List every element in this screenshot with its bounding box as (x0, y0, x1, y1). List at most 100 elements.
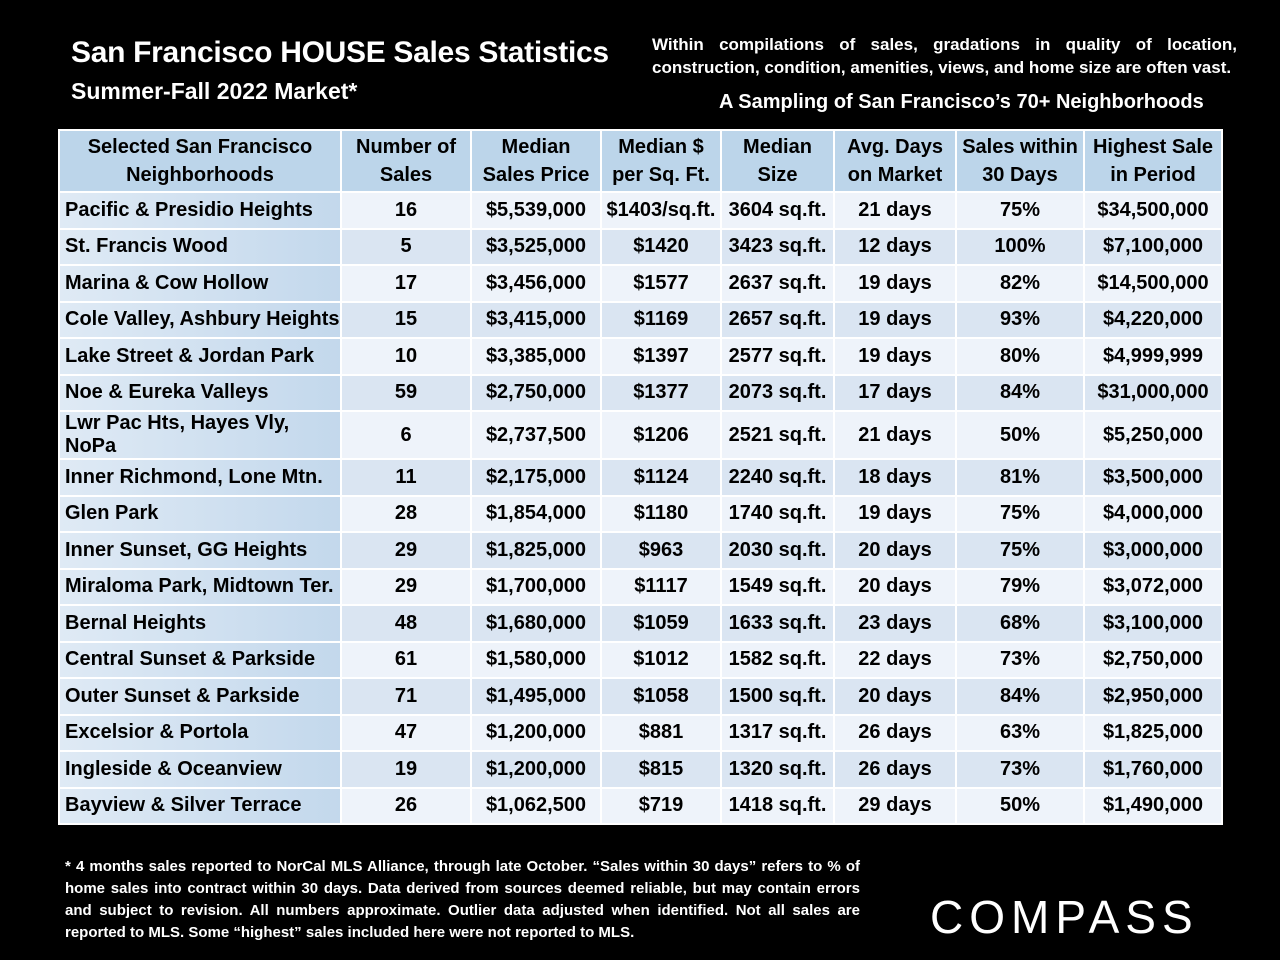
market-note: Within compilations of sales, gradations… (652, 33, 1237, 79)
value-cell: 75% (955, 494, 1085, 533)
column-header-line: Sales (379, 164, 433, 186)
value-cell: 21 days (833, 410, 957, 460)
value-cell: $1206 (600, 410, 722, 460)
column-header-line: per Sq. Ft. (612, 164, 710, 186)
neighborhood-cell: Lake Street & Jordan Park (58, 337, 342, 376)
column-header-line: 30 Days (982, 164, 1058, 186)
column-header: Median Sales Price (470, 129, 602, 193)
value-cell: 1320 sq.ft. (720, 750, 835, 789)
table-row: Excelsior & Portola 47 $1,200,000 $881 1317 … (58, 713, 1223, 752)
value-cell: $719 (600, 786, 722, 825)
value-cell: $3,000,000 (1083, 531, 1223, 570)
neighborhood-cell: Lwr Pac Hts, Hayes Vly, NoPa (58, 410, 342, 460)
market-note-line-2: construction, condition, amenities, view… (652, 58, 1232, 77)
value-cell: 100% (955, 227, 1085, 266)
value-cell: 1740 sq.ft. (720, 494, 835, 533)
value-cell: 11 (340, 458, 472, 497)
neighborhood-cell: Central Sunset & Parkside (58, 640, 342, 679)
table-row: Glen Park 28 $1,854,000 $1180 1740 sq.ft. 19 … (58, 494, 1223, 533)
neighborhood-cell: Marina & Cow Hollow (58, 264, 342, 303)
value-cell: $1059 (600, 604, 722, 643)
value-cell: 84% (955, 373, 1085, 412)
value-cell: $31,000,000 (1083, 373, 1223, 412)
value-cell: 19 days (833, 337, 957, 376)
value-cell: 5 (340, 227, 472, 266)
value-cell: 80% (955, 337, 1085, 376)
table-row: Inner Sunset, GG Heights 29 $1,825,000 $963… (58, 531, 1223, 570)
value-cell: $3,415,000 (470, 300, 602, 339)
table-row: Lwr Pac Hts, Hayes Vly, NoPa 6 $2,737,500 $… (58, 410, 1223, 460)
value-cell: 28 (340, 494, 472, 533)
value-cell: 73% (955, 640, 1085, 679)
table-body: Pacific & Presidio Heights 16 $5,539,000 $1… (58, 191, 1223, 825)
value-cell: 82% (955, 264, 1085, 303)
value-cell: $815 (600, 750, 722, 789)
value-cell: 63% (955, 713, 1085, 752)
value-cell: 50% (955, 786, 1085, 825)
value-cell: $1,825,000 (470, 531, 602, 570)
column-header-line: on Market (847, 164, 943, 186)
value-cell: 19 days (833, 300, 957, 339)
value-cell: 1418 sq.ft. (720, 786, 835, 825)
value-cell: $1117 (600, 567, 722, 606)
value-cell: $1058 (600, 677, 722, 716)
value-cell: 20 days (833, 677, 957, 716)
neighborhood-cell: Bayview & Silver Terrace (58, 786, 342, 825)
page-title: San Francisco HOUSE Sales Statistics (71, 36, 609, 69)
value-cell: 22 days (833, 640, 957, 679)
value-cell: 1582 sq.ft. (720, 640, 835, 679)
value-cell: 1317 sq.ft. (720, 713, 835, 752)
value-cell: $1,200,000 (470, 713, 602, 752)
value-cell: $1,200,000 (470, 750, 602, 789)
table-row: Cole Valley, Ashbury Heights 15 $3,415,000… (58, 300, 1223, 339)
value-cell: 2577 sq.ft. (720, 337, 835, 376)
footnote: * 4 months sales reported to NorCal MLS … (65, 858, 860, 941)
value-cell: $1,490,000 (1083, 786, 1223, 825)
value-cell: 93% (955, 300, 1085, 339)
neighborhood-cell: Pacific & Presidio Heights (58, 191, 342, 230)
neighborhood-cell: Ingleside & Oceanview (58, 750, 342, 789)
value-cell: 73% (955, 750, 1085, 789)
value-cell: 3423 sq.ft. (720, 227, 835, 266)
column-header: Median Size (720, 129, 835, 193)
table-row: Lake Street & Jordan Park 10 $3,385,000 $13… (58, 337, 1223, 376)
compass-logo: COMPASS (930, 891, 1199, 943)
column-header-line: in Period (1110, 164, 1196, 186)
column-header-line: Median (743, 136, 812, 158)
neighborhood-cell: Cole Valley, Ashbury Heights (58, 300, 342, 339)
value-cell: $3,500,000 (1083, 458, 1223, 497)
value-cell: $1180 (600, 494, 722, 533)
value-cell: 23 days (833, 604, 957, 643)
value-cell: 75% (955, 531, 1085, 570)
column-header-line: Neighborhoods (126, 164, 274, 186)
value-cell: 2521 sq.ft. (720, 410, 835, 460)
value-cell: $34,500,000 (1083, 191, 1223, 230)
value-cell: 6 (340, 410, 472, 460)
table-row: Marina & Cow Hollow 17 $3,456,000 $1577 2637… (58, 264, 1223, 303)
value-cell: $4,000,000 (1083, 494, 1223, 533)
value-cell: 18 days (833, 458, 957, 497)
market-note-line-1: Within compilations of sales, gradations… (652, 35, 1237, 54)
value-cell: $3,100,000 (1083, 604, 1223, 643)
value-cell: $1577 (600, 264, 722, 303)
value-cell: 19 days (833, 264, 957, 303)
value-cell: 19 (340, 750, 472, 789)
table-row: Outer Sunset & Parkside 71 $1,495,000 $1058… (58, 677, 1223, 716)
value-cell: 71 (340, 677, 472, 716)
value-cell: 17 days (833, 373, 957, 412)
column-header-line: Median $ (618, 136, 704, 158)
value-cell: $1,700,000 (470, 567, 602, 606)
neighborhood-cell: Excelsior & Portola (58, 713, 342, 752)
value-cell: 48 (340, 604, 472, 643)
table-row: Pacific & Presidio Heights 16 $5,539,000 $1… (58, 191, 1223, 230)
neighborhood-cell: Noe & Eureka Valleys (58, 373, 342, 412)
value-cell: 75% (955, 191, 1085, 230)
value-cell: $1,495,000 (470, 677, 602, 716)
column-header: Median $ per Sq. Ft. (600, 129, 722, 193)
value-cell: $4,220,000 (1083, 300, 1223, 339)
table-row: Bayview & Silver Terrace 26 $1,062,500 $719… (58, 786, 1223, 825)
column-header-line: Selected San Francisco (87, 136, 313, 158)
value-cell: $5,539,000 (470, 191, 602, 230)
neighborhood-cell: St. Francis Wood (58, 227, 342, 266)
value-cell: 1633 sq.ft. (720, 604, 835, 643)
